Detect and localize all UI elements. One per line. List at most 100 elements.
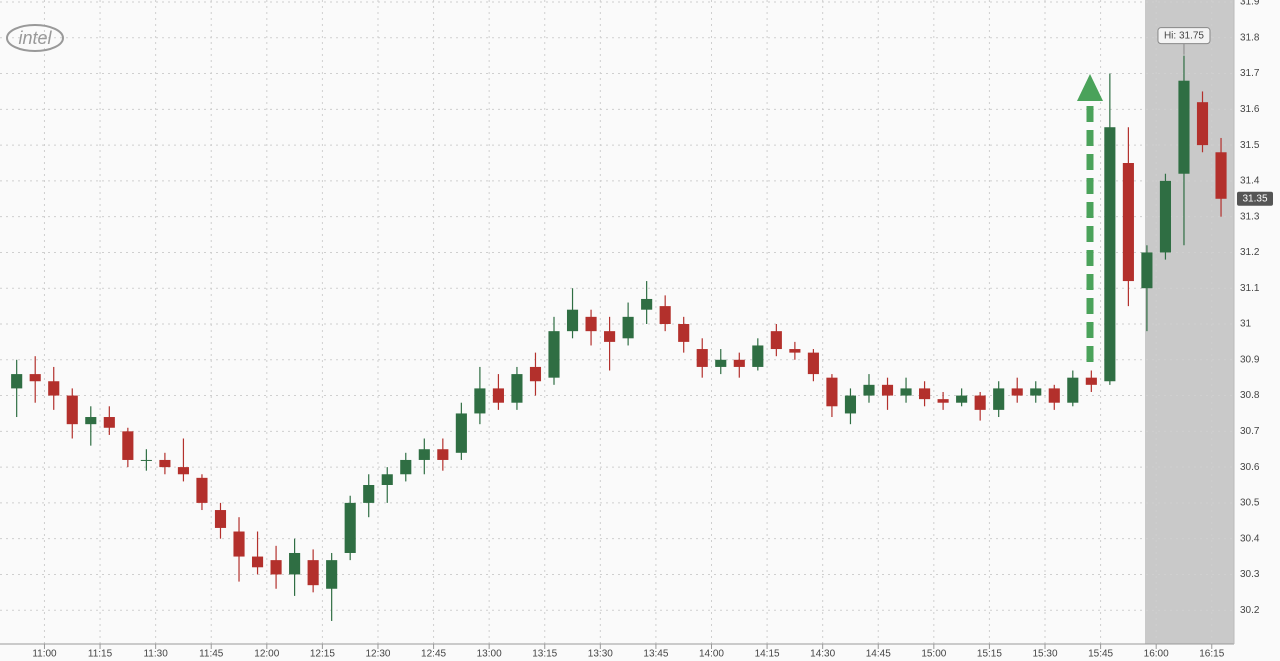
logo: intel: [6, 24, 64, 52]
y-tick-label: 30.6: [1240, 462, 1260, 473]
x-tick-label: 13:00: [477, 649, 502, 660]
candle-body: [196, 477, 208, 503]
candle-body: [307, 560, 319, 586]
candle-body: [1104, 127, 1116, 382]
candle-body: [400, 459, 412, 475]
x-tick-label: 11:00: [32, 649, 57, 660]
x-tick-label: 15:15: [977, 649, 1002, 660]
candle-body: [770, 331, 782, 350]
candle-body: [1159, 180, 1172, 253]
candle-body: [678, 324, 690, 342]
candle-body: [177, 467, 189, 475]
x-tick-label: 12:15: [310, 649, 335, 660]
candle-body: [641, 298, 653, 310]
y-tick-label: 31.3: [1240, 211, 1260, 222]
candle-body: [956, 395, 968, 403]
candle-body: [826, 377, 838, 407]
y-tick-label: 31.8: [1240, 32, 1260, 43]
candle-body: [863, 384, 875, 396]
candle-body: [122, 431, 134, 460]
candle-body: [48, 381, 60, 396]
x-tick-label: 12:00: [254, 649, 279, 660]
candle-body: [251, 556, 264, 568]
candle-body: [900, 388, 912, 396]
candle-body: [289, 552, 301, 575]
x-tick-label: 13:45: [643, 649, 668, 660]
candle-body: [326, 560, 338, 589]
x-tick-label: 13:15: [532, 649, 557, 660]
logo-ring: [6, 24, 64, 52]
candle-body: [881, 384, 894, 396]
y-tick-label: 31.7: [1240, 68, 1260, 79]
annotation-box: [1157, 27, 1211, 45]
candle-body: [1215, 152, 1227, 199]
candle-body: [214, 510, 227, 528]
candle-body: [418, 449, 430, 460]
candle-body: [492, 388, 504, 403]
candle-body: [937, 399, 949, 403]
y-tick-label: 31.9: [1240, 0, 1260, 8]
candle-body: [604, 331, 616, 342]
candle-body: [919, 388, 931, 400]
candle-body: [1196, 102, 1209, 146]
last-price-tag: [1237, 191, 1273, 206]
x-tick-label: 14:30: [810, 649, 835, 660]
candle-body: [659, 306, 671, 324]
x-tick-label: 14:45: [866, 649, 891, 660]
candle-body: [715, 359, 727, 367]
y-tick-label: 31.2: [1240, 247, 1260, 258]
candle-body: [752, 345, 764, 367]
x-tick-label: 11:15: [88, 649, 113, 660]
candle-body: [103, 417, 115, 428]
logo-text: intel: [18, 28, 52, 48]
candle-body: [66, 395, 78, 425]
candle-body: [807, 352, 819, 375]
candle-body: [455, 413, 467, 453]
candle-body: [270, 560, 282, 575]
candle-body: [733, 359, 745, 367]
candle-body: [622, 316, 634, 339]
grid: [0, 0, 1234, 644]
candle-body: [844, 395, 857, 414]
candle-body: [993, 388, 1005, 410]
candle-body: [474, 388, 486, 414]
y-tick-label: 30.9: [1240, 354, 1260, 365]
x-tick-label: 13:30: [588, 649, 613, 660]
y-tick-label: 30.8: [1240, 390, 1260, 401]
y-tick-label: 31.1: [1240, 283, 1260, 294]
x-tick-label: 14:15: [755, 649, 780, 660]
candle-body: [1141, 252, 1153, 289]
x-tick-label: 12:45: [421, 649, 446, 660]
candle-body: [529, 366, 542, 382]
x-tick-label: 15:00: [921, 649, 946, 660]
x-tick-label: 11:45: [199, 649, 224, 660]
candle-body: [1011, 388, 1023, 396]
x-tick-label: 12:30: [365, 649, 390, 660]
x-tick-label: 16:00: [1144, 649, 1169, 660]
candle-body: [233, 531, 245, 557]
last-price-label: 31.35: [1242, 193, 1267, 204]
x-tick-label: 16:15: [1199, 649, 1224, 660]
candle-body: [363, 485, 375, 503]
y-tick-label: 30.2: [1240, 605, 1260, 616]
candle-body: [585, 316, 597, 332]
y-tick-label: 30.4: [1240, 533, 1260, 544]
y-tick-label: 31.5: [1240, 140, 1260, 151]
candle-body: [696, 349, 708, 367]
candle-body: [1048, 388, 1060, 403]
candle-body: [548, 331, 560, 378]
candle-body: [789, 349, 801, 353]
candle-body: [1030, 388, 1042, 396]
x-tick-label: 15:45: [1088, 649, 1113, 660]
y-tick-label: 31.6: [1240, 104, 1260, 115]
candle-body: [1122, 163, 1134, 282]
x-tick-label: 14:00: [699, 649, 724, 660]
x-tick-label: 11:30: [143, 649, 168, 660]
arrow: [1077, 74, 1103, 362]
candle-body: [85, 417, 97, 425]
candle-body: [140, 459, 152, 461]
candle-body: [974, 395, 986, 410]
candle-body: [29, 374, 41, 382]
